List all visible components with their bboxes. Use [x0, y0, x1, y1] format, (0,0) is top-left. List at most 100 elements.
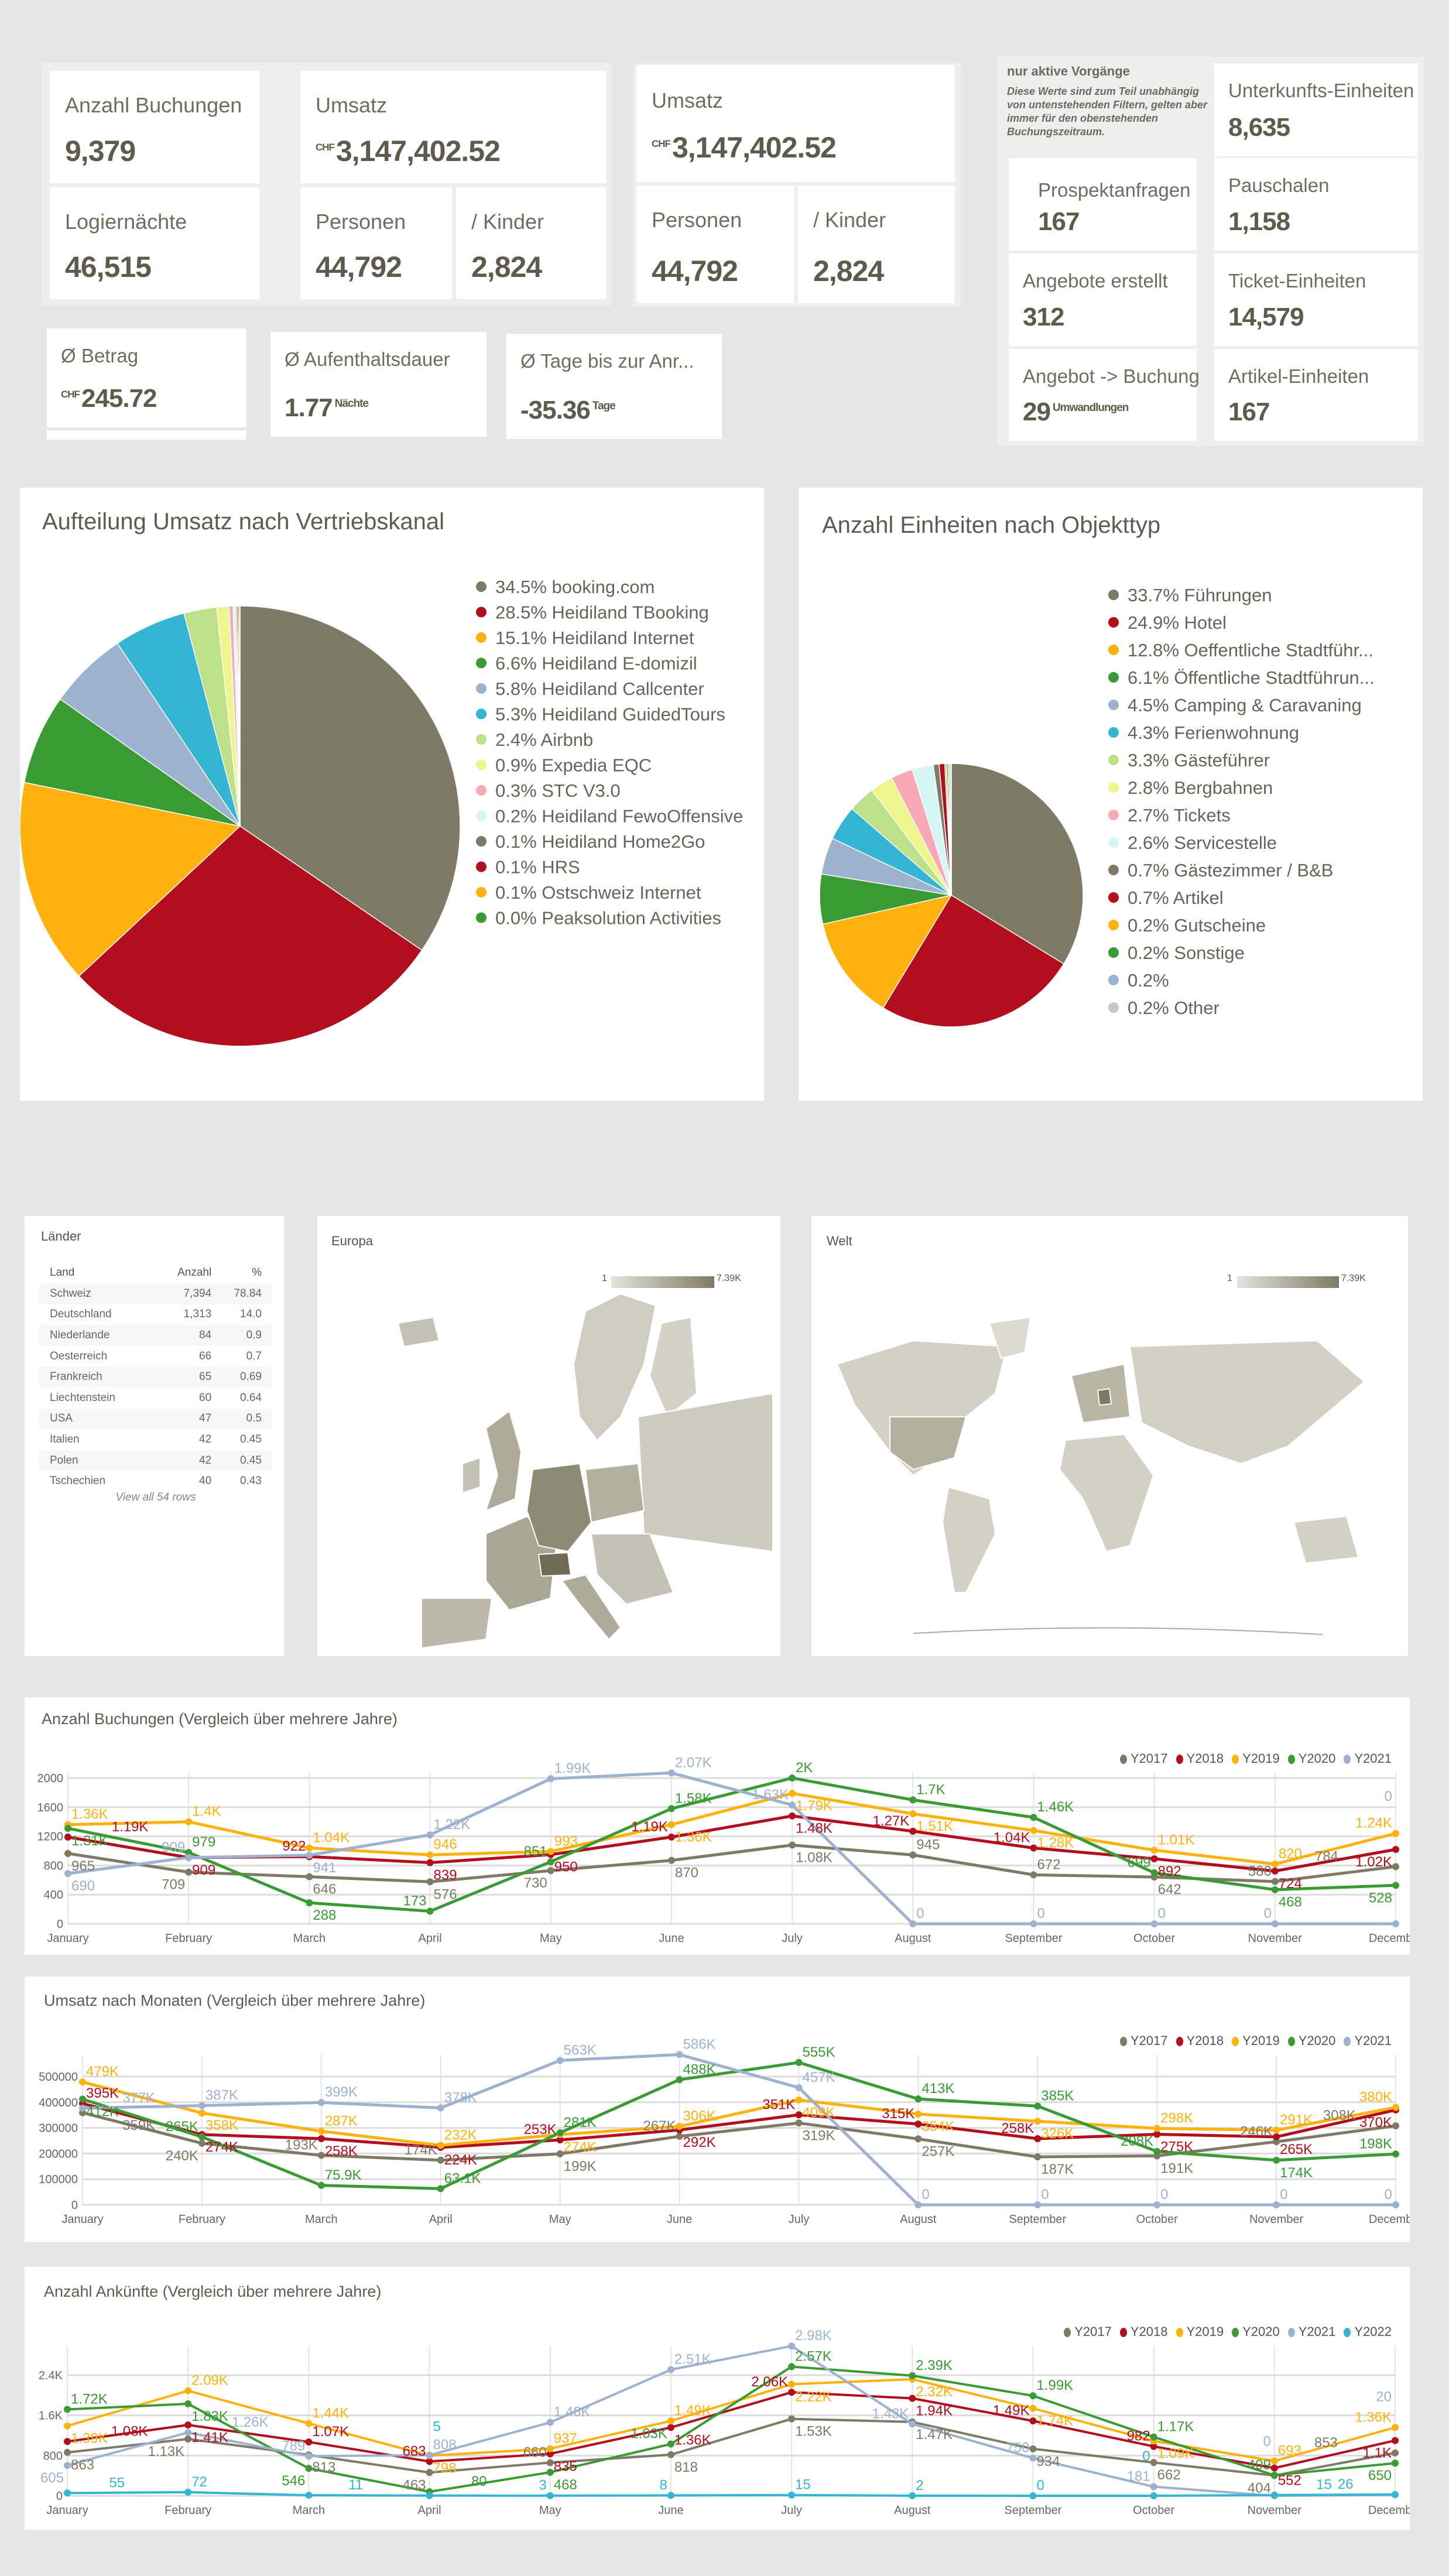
legend-item[interactable]: 4.5% Camping & Caravaning: [1128, 695, 1362, 715]
legend-item[interactable]: 0.7% Gästezimmer / B&B: [1128, 860, 1333, 881]
series-line-Y2018[interactable]: [67, 1814, 1396, 1873]
data-point[interactable]: [1392, 2449, 1399, 2457]
data-point[interactable]: [909, 1827, 917, 1835]
legend-item-Y2017[interactable]: Y2017: [1119, 1751, 1168, 1766]
data-point[interactable]: [1392, 1863, 1399, 1871]
data-point[interactable]: [64, 1833, 71, 1841]
data-point[interactable]: [909, 1810, 917, 1818]
legend-item[interactable]: 0.3% STC V3.0: [495, 780, 621, 801]
pie-slice[interactable]: [882, 894, 1064, 1027]
data-point[interactable]: [546, 2450, 554, 2458]
legend-item-Y2020[interactable]: Y2020: [1287, 1751, 1335, 1766]
data-point[interactable]: [1392, 2491, 1399, 2498]
pie-slice[interactable]: [822, 894, 953, 1009]
data-point[interactable]: [1392, 1882, 1399, 1889]
data-point[interactable]: [914, 2121, 922, 2128]
data-point[interactable]: [909, 2492, 916, 2499]
data-point[interactable]: [1392, 1846, 1399, 1854]
legend-item-Y2018[interactable]: Y2018: [1119, 2324, 1168, 2339]
legend-item[interactable]: 5.3% Heidiland GuidedTours: [495, 704, 725, 725]
table-row[interactable]: Schweiz 7,394 78.84: [39, 1283, 272, 1304]
data-point[interactable]: [1273, 2126, 1280, 2134]
data-point[interactable]: [676, 2076, 683, 2084]
data-point[interactable]: [1273, 2201, 1280, 2208]
data-point[interactable]: [1034, 2118, 1042, 2125]
data-point[interactable]: [305, 2492, 313, 2499]
data-point[interactable]: [1273, 2133, 1280, 2140]
data-point[interactable]: [185, 1818, 193, 1825]
data-point[interactable]: [184, 2421, 192, 2428]
data-point[interactable]: [1392, 1830, 1399, 1837]
series-line-Y2020[interactable]: [67, 1776, 1396, 1913]
data-point[interactable]: [914, 2201, 922, 2208]
legend-item-Y2017[interactable]: Y2017: [1119, 2033, 1168, 2049]
data-point[interactable]: [426, 1859, 434, 1866]
data-point[interactable]: [547, 1858, 554, 1866]
series-line-Y2018[interactable]: [67, 2391, 1396, 2469]
table-row[interactable]: Polen 42 0.45: [39, 1450, 272, 1471]
data-point[interactable]: [1392, 2104, 1399, 2111]
legend-item[interactable]: 0.1% Ostschweiz Internet: [495, 882, 701, 903]
data-point[interactable]: [795, 2096, 803, 2104]
table-row[interactable]: Frankreich 65 0.69: [39, 1366, 272, 1388]
europe-map[interactable]: [317, 1216, 780, 1656]
data-point[interactable]: [795, 2111, 803, 2119]
data-point[interactable]: [198, 2139, 205, 2147]
data-point[interactable]: [306, 1851, 313, 1859]
data-point[interactable]: [184, 2435, 192, 2443]
data-point[interactable]: [64, 2448, 71, 2456]
data-point[interactable]: [306, 1844, 313, 1852]
series-line-Y2018[interactable]: [82, 2102, 1396, 2149]
legend-item-Y2022[interactable]: Y2022: [1344, 2324, 1392, 2339]
legend-item[interactable]: 2.8% Bergbahnen: [1128, 777, 1273, 798]
data-point[interactable]: [305, 2465, 313, 2472]
pie-slice[interactable]: [951, 763, 1084, 965]
table-row[interactable]: Niederlande 84 0.9: [39, 1325, 272, 1346]
legend-item[interactable]: 0.2% Gutscheine: [1128, 915, 1266, 936]
data-point[interactable]: [1029, 2404, 1037, 2412]
data-point[interactable]: [79, 2104, 86, 2112]
data-point[interactable]: [64, 1870, 71, 1878]
table-row[interactable]: USA 47 0.5: [39, 1408, 272, 1430]
data-point[interactable]: [676, 2122, 683, 2130]
series-line-Y2021[interactable]: [67, 1771, 1396, 1926]
legend-item[interactable]: 28.5% Heidiland TBooking: [495, 602, 709, 623]
data-point[interactable]: [547, 1867, 554, 1875]
column-header-percent[interactable]: %: [252, 1266, 262, 1279]
data-point[interactable]: [789, 1841, 796, 1849]
legend-item[interactable]: 2.6% Servicestelle: [1128, 833, 1277, 853]
data-point[interactable]: [184, 2428, 192, 2436]
data-point[interactable]: [788, 2380, 796, 2388]
data-point[interactable]: [1392, 1920, 1399, 1927]
data-point[interactable]: [437, 2185, 444, 2193]
data-point[interactable]: [914, 2110, 922, 2118]
world-map[interactable]: [811, 1216, 1408, 1656]
data-point[interactable]: [64, 2406, 71, 2413]
pie-slice[interactable]: [23, 698, 241, 827]
data-point[interactable]: [546, 2445, 554, 2452]
data-point[interactable]: [64, 2422, 71, 2430]
data-point[interactable]: [1029, 2417, 1037, 2425]
data-point[interactable]: [667, 2424, 674, 2431]
legend-item[interactable]: 34.5% booking.com: [495, 577, 655, 597]
legend-item-Y2018[interactable]: Y2018: [1176, 1751, 1224, 1766]
data-point[interactable]: [789, 1790, 796, 1797]
data-point[interactable]: [305, 2438, 313, 2446]
legend-item-Y2019[interactable]: Y2019: [1232, 2033, 1280, 2049]
data-point[interactable]: [1029, 2445, 1037, 2452]
data-point[interactable]: [1153, 2130, 1161, 2138]
data-point[interactable]: [1271, 1860, 1279, 1868]
legend-item[interactable]: 0.2% Heidiland FewoOffensive: [495, 806, 743, 827]
view-all-rows-link[interactable]: View all 54 rows: [115, 1491, 196, 1503]
data-point[interactable]: [64, 1824, 71, 1832]
data-point[interactable]: [667, 1769, 675, 1777]
series-line-Y2022[interactable]: [67, 2491, 1396, 2497]
data-point[interactable]: [1030, 1827, 1037, 1834]
data-point[interactable]: [1034, 2135, 1042, 2142]
data-point[interactable]: [667, 2417, 674, 2425]
data-point[interactable]: [667, 2366, 674, 2373]
data-point[interactable]: [1271, 1878, 1279, 1885]
data-point[interactable]: [305, 2420, 313, 2427]
data-point[interactable]: [185, 1854, 193, 1861]
legend-item-Y2019[interactable]: Y2019: [1232, 1751, 1280, 1766]
